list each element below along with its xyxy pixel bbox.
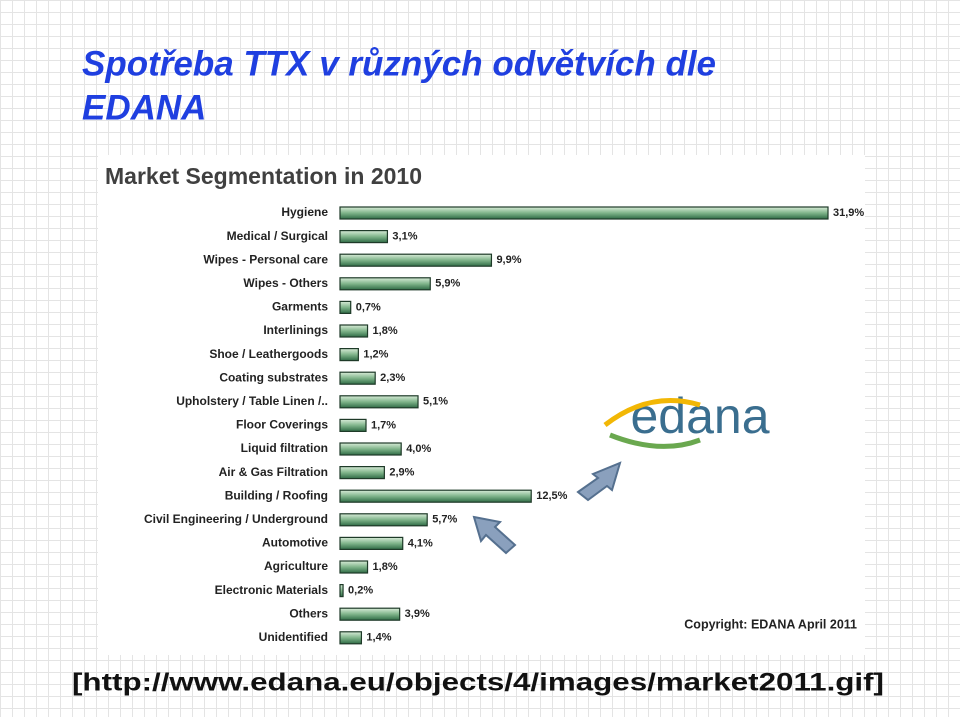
bar bbox=[339, 348, 359, 362]
category-label: Medical / Surgical bbox=[227, 229, 328, 243]
category-label: Garments bbox=[272, 300, 328, 314]
category-label: Building / Roofing bbox=[225, 488, 328, 502]
bar bbox=[339, 513, 428, 527]
value-label: 0,7% bbox=[356, 301, 381, 313]
bar bbox=[339, 206, 829, 220]
category-label: Unidentified bbox=[259, 630, 328, 644]
value-label: 2,9% bbox=[389, 467, 414, 479]
value-label: 31,9% bbox=[833, 207, 864, 219]
value-label: 0,2% bbox=[348, 585, 373, 597]
value-label: 1,7% bbox=[371, 419, 396, 431]
chart-image bbox=[98, 155, 865, 655]
category-label: Agriculture bbox=[264, 559, 328, 573]
category-label: Air & Gas Filtration bbox=[219, 465, 328, 479]
chart-title: Market Segmentation in 2010 bbox=[105, 163, 422, 189]
copyright: Copyright: EDANA April 2011 bbox=[684, 617, 857, 631]
arrow bbox=[472, 515, 517, 555]
value-label: 1,2% bbox=[363, 349, 388, 361]
bar bbox=[339, 631, 363, 645]
value-label: 4,1% bbox=[408, 537, 433, 549]
bar bbox=[339, 371, 376, 385]
bar bbox=[339, 277, 431, 291]
value-label: 3,9% bbox=[405, 608, 430, 620]
arrow bbox=[576, 461, 622, 502]
bar bbox=[339, 607, 401, 621]
bar bbox=[339, 536, 404, 551]
slide-title: Spotřeba TTX v různých odvětvích dle bbox=[82, 44, 716, 83]
category-label: Civil Engineering / Underground bbox=[144, 512, 328, 526]
value-label: 2,3% bbox=[380, 372, 405, 384]
bar bbox=[339, 466, 385, 480]
category-label: Wipes - Personal care bbox=[203, 252, 328, 266]
bar bbox=[339, 253, 493, 267]
category-label: Liquid filtration bbox=[241, 441, 328, 455]
value-label: 9,9% bbox=[496, 254, 521, 266]
value-label: 4,0% bbox=[406, 443, 431, 455]
logo-swoosh bbox=[609, 432, 701, 449]
bar bbox=[339, 583, 344, 598]
slide-title: EDANA bbox=[82, 88, 206, 127]
category-label: Interlinings bbox=[263, 323, 328, 337]
logo-swoosh bbox=[603, 398, 701, 427]
bar bbox=[339, 418, 367, 432]
value-label: 1,4% bbox=[366, 632, 391, 644]
category-label: Coating substrates bbox=[219, 370, 328, 384]
bar bbox=[339, 395, 419, 409]
value-label: 12,5% bbox=[536, 490, 567, 502]
category-label: Wipes - Others bbox=[243, 276, 328, 290]
category-label: Others bbox=[289, 606, 328, 620]
bar bbox=[339, 489, 532, 503]
bar bbox=[339, 324, 369, 338]
bar bbox=[339, 300, 352, 314]
value-label: 5,1% bbox=[423, 396, 448, 408]
value-label: 1,8% bbox=[373, 561, 398, 573]
bar bbox=[339, 560, 369, 574]
bar bbox=[339, 442, 402, 456]
value-label: 5,9% bbox=[435, 278, 460, 290]
category-label: Hygiene bbox=[281, 205, 328, 219]
category-label: Shoe / Leathergoods bbox=[209, 347, 328, 361]
category-label: Upholstery / Table Linen /.. bbox=[176, 394, 328, 408]
source-url: [http://www.edana.eu/objects/4/images/ma… bbox=[72, 669, 884, 697]
category-label: Electronic Materials bbox=[215, 583, 329, 597]
value-label: 5,7% bbox=[432, 514, 457, 526]
category-label: Automotive bbox=[262, 536, 328, 550]
bar bbox=[339, 230, 389, 244]
value-label: 1,8% bbox=[373, 325, 398, 337]
logo: edana bbox=[630, 388, 769, 444]
category-label: Floor Coverings bbox=[236, 418, 328, 432]
value-label: 3,1% bbox=[392, 231, 417, 243]
